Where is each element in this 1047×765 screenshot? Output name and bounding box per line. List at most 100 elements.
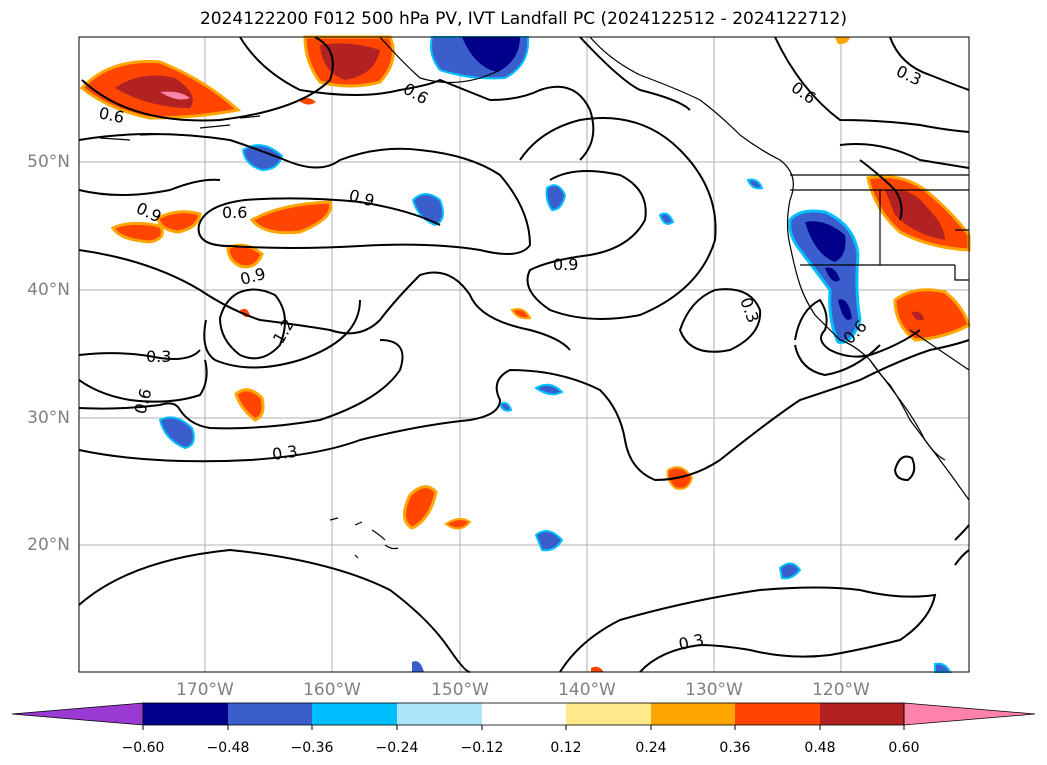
pc-positive-patch	[510, 308, 532, 320]
coastlines	[99, 36, 970, 559]
colorbar-tick-label: 0.48	[804, 740, 836, 756]
colorbar-tick-label: 0.24	[635, 740, 667, 756]
lon-label: 140°W	[558, 680, 616, 700]
lon-label: 160°W	[303, 680, 361, 700]
pv-contour	[559, 586, 937, 673]
contour-label: 0.3	[271, 442, 299, 464]
pc-negative-patch	[778, 562, 802, 580]
contour-label: 0.6	[97, 103, 126, 127]
colorbar-segment	[735, 703, 820, 725]
pv-contour	[78, 133, 532, 255]
pc-negative-patch	[412, 661, 424, 672]
pv-contour	[678, 288, 762, 353]
pv-contour	[203, 299, 361, 369]
pv-contour	[81, 36, 334, 122]
colorbar-tick-label: 0.36	[719, 740, 751, 756]
pv-contour	[794, 344, 881, 377]
pc-negative-patch	[534, 383, 564, 396]
colorbar	[11, 702, 1036, 730]
pv-contour	[239, 36, 595, 161]
colorbar-segment	[482, 703, 566, 725]
pv-contour	[893, 455, 916, 482]
contour-label: 0.3	[677, 630, 706, 654]
baja-coast	[869, 359, 946, 461]
pv-contour	[794, 298, 921, 358]
lon-label: 150°W	[431, 680, 489, 700]
pv-contour	[839, 143, 970, 169]
lon-label: 130°W	[685, 680, 743, 700]
pv-contour	[78, 339, 970, 482]
colorbar-segment	[651, 703, 735, 725]
contour-label: 0.3	[146, 347, 171, 366]
colorbar-extend-min	[11, 702, 144, 726]
pv-contour	[78, 548, 471, 673]
pc-negative-patch	[534, 530, 564, 552]
pc-positive-patch	[234, 388, 265, 422]
map-area	[79, 37, 969, 672]
colorbar-segment	[566, 703, 651, 725]
pc-negative-patch	[241, 144, 284, 172]
colorbar-tick-label: −0.60	[121, 740, 165, 756]
pv-contour	[78, 339, 404, 430]
pc-negative-patch	[825, 267, 840, 282]
pc-positive-patch	[912, 311, 924, 321]
colorbar-tick-label: 0.60	[888, 740, 920, 756]
aleutian-islands	[99, 115, 261, 141]
pc-positive-patch	[160, 91, 190, 100]
pc-negative-patch	[838, 299, 852, 320]
pc-positive-patch	[115, 75, 193, 108]
pv-contour	[519, 117, 717, 320]
pv-contour	[889, 36, 970, 91]
pc-negative-patch	[805, 221, 846, 262]
pv-contour	[954, 549, 970, 566]
colorbar-segment	[397, 703, 482, 725]
pv-contour	[78, 249, 571, 351]
map-title: 2024122200 F012 500 hPa PV, IVT Landfall…	[199, 9, 847, 29]
contour-label: 0.6	[222, 203, 247, 222]
pv-contour	[954, 524, 970, 541]
pc-negative-patch	[746, 178, 764, 190]
pc-positive-patch	[591, 666, 604, 672]
pc-positive-patch	[156, 210, 202, 234]
pv-contours	[78, 36, 970, 673]
pv-contour	[774, 36, 970, 133]
pc-positive-patch	[110, 221, 164, 244]
lat-label: 50°N	[27, 152, 70, 172]
contour-label: 0.9	[553, 255, 578, 274]
pv-contour	[78, 178, 221, 196]
pc-negative-patch	[545, 184, 567, 212]
pc-negative-patch	[658, 212, 675, 225]
pc-positive-patch	[226, 243, 264, 269]
lat-label: 30°N	[27, 408, 70, 428]
negative-pc-patches	[158, 36, 952, 673]
colorbar-tick-label: −0.36	[290, 740, 334, 756]
positive-pc-patches	[79, 35, 971, 672]
map-frame	[78, 36, 970, 673]
pc-negative-patch	[411, 193, 445, 227]
lat-label: 40°N	[27, 280, 70, 300]
colorbar-tick-label: −0.24	[375, 740, 419, 756]
pc-positive-patch	[320, 43, 380, 80]
pv-contour	[78, 349, 201, 360]
state-border	[790, 174, 970, 371]
pc-positive-patch	[249, 200, 333, 235]
pc-positive-patch	[444, 518, 472, 530]
colorbar-segment	[820, 703, 904, 725]
pc-negative-patch	[498, 401, 513, 412]
pc-positive-patch	[403, 485, 438, 530]
pv-contour	[218, 288, 286, 360]
lon-label: 170°W	[176, 680, 234, 700]
colorbar-tick-label: −0.48	[206, 740, 250, 756]
colorbar-tick-label: −0.12	[460, 740, 504, 756]
pc-negative-patch	[158, 416, 195, 450]
lon-label: 120°W	[812, 680, 870, 700]
north-america-coast	[379, 36, 970, 501]
colorbar-segment	[143, 703, 228, 725]
colorbar-extend-max	[903, 702, 1036, 726]
hawaii-islands	[329, 517, 399, 559]
lat-label: 20°N	[27, 535, 70, 555]
pv-contour	[579, 36, 691, 111]
pc-positive-patch	[835, 37, 850, 45]
pv-contour	[78, 359, 208, 403]
